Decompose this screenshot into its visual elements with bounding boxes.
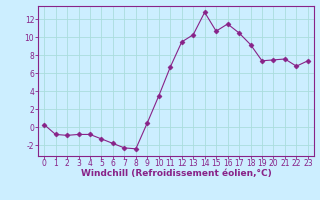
X-axis label: Windchill (Refroidissement éolien,°C): Windchill (Refroidissement éolien,°C) [81,169,271,178]
